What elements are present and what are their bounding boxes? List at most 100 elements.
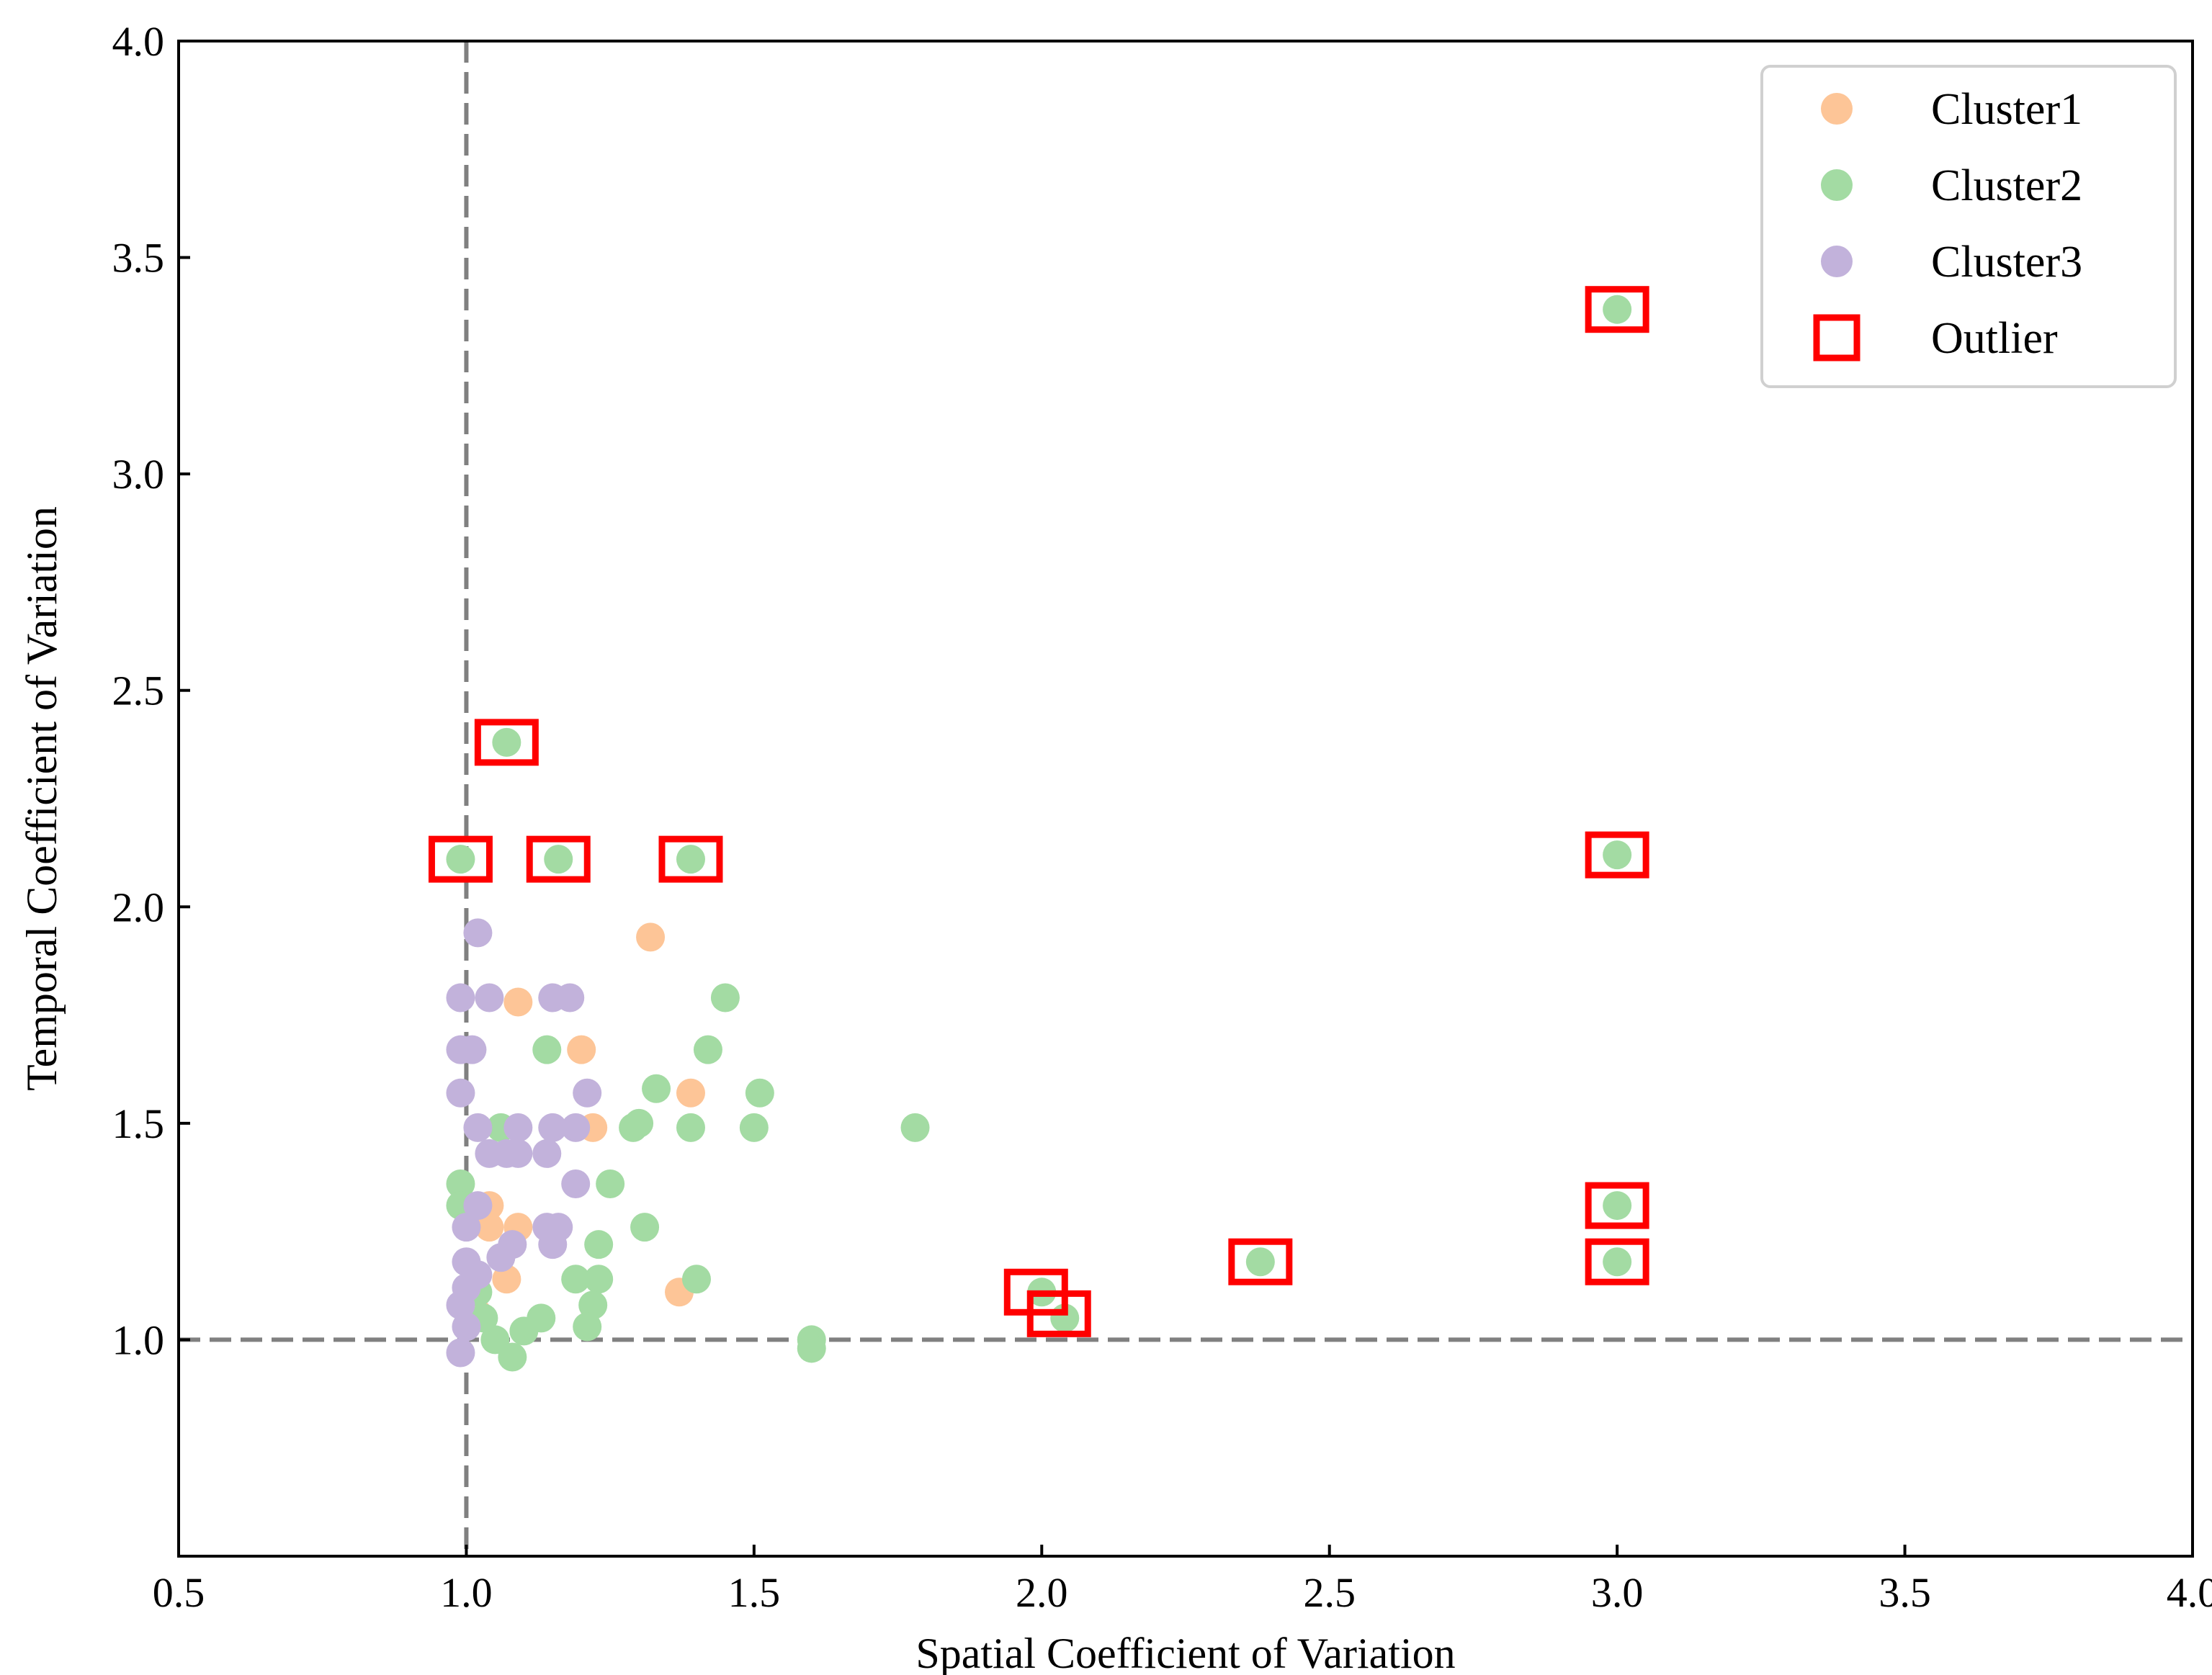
data-point-cluster2 — [446, 845, 475, 874]
data-point-cluster2 — [584, 1230, 614, 1259]
data-point-cluster3 — [538, 1230, 568, 1259]
y-tick-label: 2.5 — [112, 668, 165, 714]
outlier-markers — [428, 286, 1649, 1337]
data-point-cluster3 — [532, 1139, 562, 1168]
data-point-cluster2 — [498, 1342, 527, 1372]
data-point-cluster2 — [1603, 295, 1632, 324]
legend-item-cluster1: Cluster1 — [1821, 85, 2082, 134]
x-tick-label: 3.5 — [1879, 1569, 1931, 1616]
outlier-marker — [1228, 1238, 1293, 1285]
legend-item-outlier: Outlier — [1813, 314, 2058, 363]
data-point-cluster2 — [509, 1316, 539, 1346]
x-tick-label: 4.0 — [2167, 1569, 2212, 1616]
data-point-cluster3 — [573, 1078, 602, 1108]
legend-label: Cluster1 — [1931, 85, 2082, 134]
y-axis-label: Temporal Coefficient of Variation — [18, 506, 66, 1091]
data-point-cluster2 — [693, 1035, 722, 1064]
data-point-cluster2 — [544, 845, 573, 874]
legend-marker-circle — [1821, 169, 1853, 201]
legend: Cluster1 Cluster2 Cluster3 Outlier — [1760, 65, 2177, 388]
data-point-cluster1 — [492, 1265, 521, 1294]
data-point-cluster2 — [532, 1035, 562, 1064]
data-point-cluster2 — [1603, 1191, 1632, 1221]
data-point-cluster3 — [446, 983, 475, 1012]
legend-item-cluster2: Cluster2 — [1821, 161, 2082, 210]
data-point-cluster3 — [538, 1113, 568, 1142]
data-point-cluster3 — [486, 1243, 516, 1272]
data-point-cluster2 — [739, 1113, 769, 1142]
legend-label: Outlier — [1931, 314, 2058, 363]
data-point-cluster1 — [475, 1213, 504, 1242]
series-cluster3 — [446, 918, 602, 1368]
data-point-cluster3 — [555, 983, 585, 1012]
data-point-cluster2 — [676, 845, 705, 874]
outlier-marker — [526, 835, 591, 883]
data-point-cluster2 — [584, 1265, 614, 1294]
data-point-cluster2 — [573, 1312, 602, 1342]
data-point-cluster2 — [745, 1078, 774, 1108]
data-points — [446, 295, 1632, 1372]
data-point-cluster2 — [710, 983, 740, 1012]
data-point-cluster2 — [1603, 840, 1632, 870]
data-point-cluster3 — [452, 1312, 481, 1342]
outlier-marker — [1585, 1182, 1649, 1229]
data-point-cluster2 — [900, 1113, 930, 1142]
data-point-cluster1 — [503, 987, 533, 1017]
data-point-cluster2 — [642, 1074, 671, 1103]
data-point-cluster1 — [676, 1078, 705, 1108]
y-tick-label: 2.0 — [112, 884, 165, 930]
data-point-cluster3 — [463, 1113, 493, 1142]
x-tick-label: 2.0 — [1016, 1569, 1068, 1616]
data-point-cluster2 — [676, 1113, 705, 1142]
legend-marker-square — [1813, 314, 1861, 362]
data-point-cluster3 — [452, 1273, 481, 1303]
data-point-cluster2 — [797, 1334, 826, 1363]
data-point-cluster2 — [1603, 1247, 1632, 1277]
x-tick-label: 1.5 — [728, 1569, 781, 1616]
outlier-marker — [1585, 1238, 1649, 1285]
outlier-marker — [1026, 1290, 1091, 1337]
legend-box — [1760, 65, 2177, 388]
data-point-cluster2 — [492, 727, 521, 757]
data-point-cluster2 — [561, 1265, 591, 1294]
outlier-marker — [1585, 831, 1649, 879]
x-tick-label: 1.0 — [440, 1569, 493, 1616]
y-tick-label: 3.5 — [112, 235, 165, 282]
data-point-cluster2 — [596, 1169, 625, 1199]
data-point-cluster2 — [630, 1213, 660, 1242]
legend-item-cluster3: Cluster3 — [1821, 238, 2082, 287]
legend-marker-circle — [1821, 246, 1853, 277]
data-point-cluster2 — [681, 1265, 711, 1294]
axes-frame — [177, 40, 2194, 1558]
x-tick-label: 0.5 — [153, 1569, 205, 1616]
data-point-cluster3 — [561, 1169, 591, 1199]
outlier-marker — [428, 835, 493, 883]
x-tick-label: 2.5 — [1303, 1569, 1356, 1616]
data-point-cluster2 — [578, 1290, 608, 1320]
y-tick-label: 1.0 — [112, 1316, 165, 1363]
data-point-cluster3 — [463, 918, 493, 948]
data-point-cluster3 — [503, 1113, 533, 1142]
legend-label: Cluster2 — [1931, 161, 2082, 210]
data-point-cluster3 — [457, 1035, 487, 1064]
axes: 0.5 1.0 1.5 2.0 2.5 3.0 3.5 4.0 1.0 1.5 2.0 2.5 3.0 3… — [112, 18, 2212, 1616]
data-point-cluster3 — [446, 1338, 475, 1368]
data-point-cluster3 — [446, 1078, 475, 1108]
data-point-cluster3 — [503, 1139, 533, 1168]
data-point-cluster2 — [446, 1169, 475, 1199]
data-point-cluster1 — [567, 1035, 596, 1064]
x-axis-label: Spatial Coefficient of Variation — [915, 1630, 1455, 1675]
outlier-marker — [474, 719, 539, 766]
outlier-marker — [658, 835, 723, 883]
data-point-cluster2 — [1245, 1247, 1275, 1277]
legend-marker-circle — [1821, 93, 1853, 125]
data-point-cluster1 — [636, 922, 666, 952]
outlier-marker — [1585, 286, 1649, 333]
data-point-cluster3 — [463, 1191, 493, 1221]
x-tick-label: 3.0 — [1591, 1569, 1644, 1616]
reference-lines — [179, 41, 2193, 1556]
legend-label: Cluster3 — [1931, 238, 2082, 287]
data-point-cluster3 — [561, 1113, 591, 1142]
y-tick-label: 1.5 — [112, 1100, 165, 1147]
